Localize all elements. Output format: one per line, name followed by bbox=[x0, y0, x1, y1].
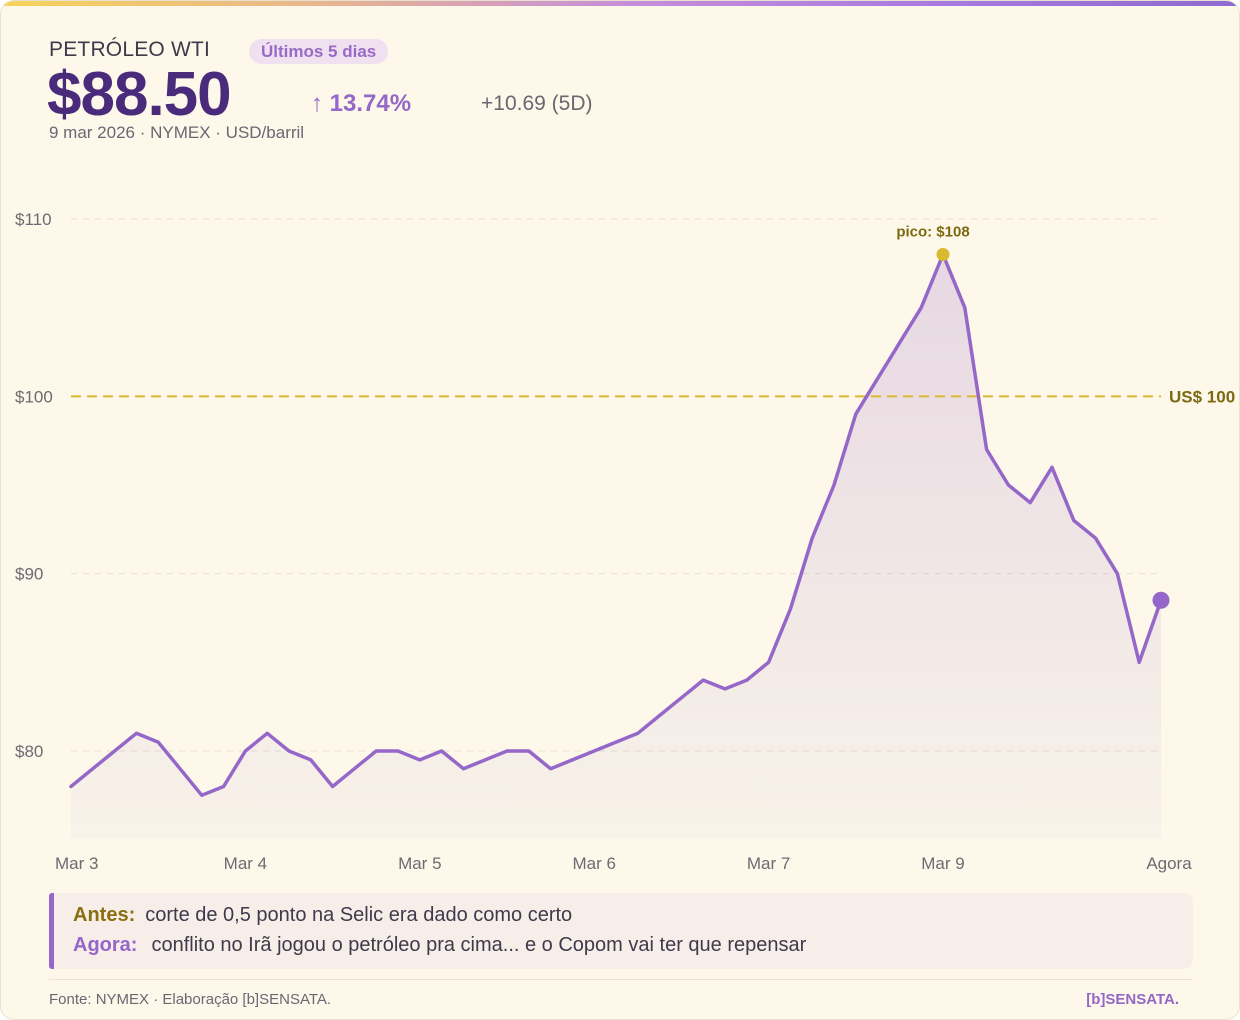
data-point bbox=[635, 730, 641, 736]
data-point bbox=[90, 766, 96, 772]
peak-marker bbox=[936, 247, 950, 261]
data-point bbox=[330, 783, 336, 789]
data-point bbox=[133, 730, 139, 736]
footer-divider bbox=[49, 979, 1193, 980]
peak-label: pico: $108 bbox=[896, 223, 969, 240]
price-meta: 9 mar 2026 · NYMEX · USD/barril bbox=[49, 123, 305, 142]
area-fill bbox=[71, 254, 1161, 838]
x-tick-label: Mar 5 bbox=[398, 854, 441, 873]
note-before-label: Antes: bbox=[73, 904, 136, 926]
data-point bbox=[68, 783, 74, 789]
data-point bbox=[678, 695, 684, 701]
x-tick-label: Mar 3 bbox=[55, 854, 98, 873]
data-point bbox=[417, 757, 423, 763]
data-point bbox=[700, 677, 706, 683]
data-point bbox=[896, 340, 902, 346]
data-point bbox=[199, 792, 205, 798]
footer-source: Fonte: NYMEX · Elaboração [b]SENSATA. bbox=[49, 991, 332, 1008]
gradient-top-bar bbox=[1, 1, 1239, 6]
time-range-badge[interactable]: Últimos 5 dias bbox=[249, 39, 389, 64]
data-point bbox=[264, 730, 270, 736]
data-point bbox=[351, 766, 357, 772]
data-point bbox=[787, 606, 793, 612]
data-point bbox=[722, 686, 728, 692]
note-before: Antes: corte de 0,5 ponto na Selic era da… bbox=[73, 904, 572, 927]
data-point bbox=[395, 748, 401, 754]
data-point bbox=[918, 305, 924, 311]
price-line-chart: $80 $90 $100 $110 US$ 100 pico: $108 Mar 3 Mar … bbox=[15, 210, 1235, 873]
current-price: $88.50 bbox=[47, 60, 232, 129]
data-point bbox=[1136, 659, 1142, 665]
data-point bbox=[984, 447, 990, 453]
x-tick-label: Mar 4 bbox=[224, 854, 267, 873]
context-note: Antes: corte de 0,5 ponto na Selic era da… bbox=[49, 893, 1193, 969]
y-tick-label: $100 bbox=[15, 387, 53, 406]
data-point bbox=[875, 376, 881, 382]
data-point bbox=[460, 766, 466, 772]
data-point bbox=[242, 748, 248, 754]
note-before-text: corte de 0,5 ponto na Selic era dado com… bbox=[145, 904, 573, 926]
data-point bbox=[1005, 482, 1011, 488]
data-point bbox=[221, 783, 227, 789]
asset-name: PETRÓLEO WTI bbox=[49, 38, 211, 61]
data-point bbox=[766, 659, 772, 665]
note-now-label: Agora: bbox=[73, 934, 138, 956]
data-point bbox=[526, 748, 532, 754]
note-now-text: conflito no Irã jogou o petróleo pra cim… bbox=[151, 934, 807, 956]
data-point bbox=[1027, 500, 1033, 506]
data-point bbox=[373, 748, 379, 754]
reference-line-label: US$ 100 bbox=[1169, 387, 1235, 406]
data-point bbox=[504, 748, 510, 754]
data-point bbox=[809, 535, 815, 541]
x-tick-label: Mar 6 bbox=[572, 854, 615, 873]
y-tick-label: $110 bbox=[15, 210, 52, 229]
x-tick-label: Mar 9 bbox=[921, 854, 964, 873]
data-point bbox=[439, 748, 445, 754]
data-point bbox=[1049, 464, 1055, 470]
data-point bbox=[177, 766, 183, 772]
data-point bbox=[1114, 571, 1120, 577]
note-now: Agora: conflito no Irã jogou o petróleo p… bbox=[73, 934, 806, 957]
data-point bbox=[853, 411, 859, 417]
data-point bbox=[744, 677, 750, 683]
data-point bbox=[591, 748, 597, 754]
data-point bbox=[155, 739, 161, 745]
data-point bbox=[657, 713, 663, 719]
percent-change: ↑ 13.74% bbox=[311, 90, 412, 117]
data-point bbox=[569, 757, 575, 763]
current-point-marker[interactable] bbox=[1152, 591, 1170, 609]
x-tick-label: Agora bbox=[1146, 854, 1192, 873]
data-point bbox=[548, 766, 554, 772]
data-point bbox=[831, 482, 837, 488]
absolute-change: +10.69 (5D) bbox=[481, 92, 593, 115]
data-point bbox=[308, 757, 314, 763]
y-tick-label: $90 bbox=[15, 565, 43, 584]
data-point bbox=[286, 748, 292, 754]
y-tick-label: $80 bbox=[15, 742, 43, 761]
footer-brand[interactable]: [b]SENSATA. bbox=[1086, 991, 1179, 1008]
data-point bbox=[613, 739, 619, 745]
price-series-line bbox=[69, 252, 1163, 798]
note-accent-bar bbox=[49, 893, 54, 969]
data-point bbox=[962, 305, 968, 311]
data-point bbox=[112, 748, 118, 754]
data-point bbox=[1071, 517, 1077, 523]
x-tick-label: Mar 7 bbox=[747, 854, 790, 873]
data-point bbox=[1093, 535, 1099, 541]
data-point bbox=[482, 757, 488, 763]
